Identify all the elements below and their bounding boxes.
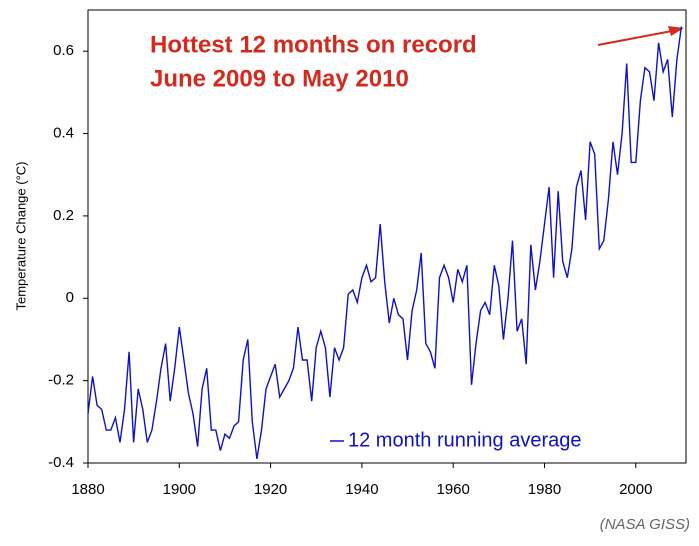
y-tick-label: 0.2 xyxy=(53,207,74,224)
plot-frame xyxy=(87,9,687,464)
y-tick-label: 0 xyxy=(66,289,74,306)
x-tick-label: 1900 xyxy=(163,481,196,498)
x-tick-label: 1960 xyxy=(437,481,470,498)
arrow-head xyxy=(668,26,684,36)
y-tick-label: -0.4 xyxy=(48,454,74,471)
y-axis-label: Temperature Change (°C) xyxy=(13,162,28,311)
x-tick-label: 1880 xyxy=(71,481,104,498)
annotation-arrow xyxy=(597,30,673,46)
data-line xyxy=(87,26,683,460)
y-tick-label: 0.6 xyxy=(53,42,74,59)
x-tick-label: 1940 xyxy=(345,481,378,498)
x-tick-label: 1980 xyxy=(528,481,561,498)
y-tick-label: -0.2 xyxy=(48,372,74,389)
annotation: June 2009 to May 2010 xyxy=(150,65,409,92)
x-tick-label: 1920 xyxy=(254,481,287,498)
source: (NASA GISS) xyxy=(600,516,690,533)
annotation: Hottest 12 months on record xyxy=(150,31,477,58)
x-tick-label: 2000 xyxy=(619,481,652,498)
y-tick-label: 0.4 xyxy=(53,125,74,142)
legend-label: 12 month running average xyxy=(348,429,582,451)
